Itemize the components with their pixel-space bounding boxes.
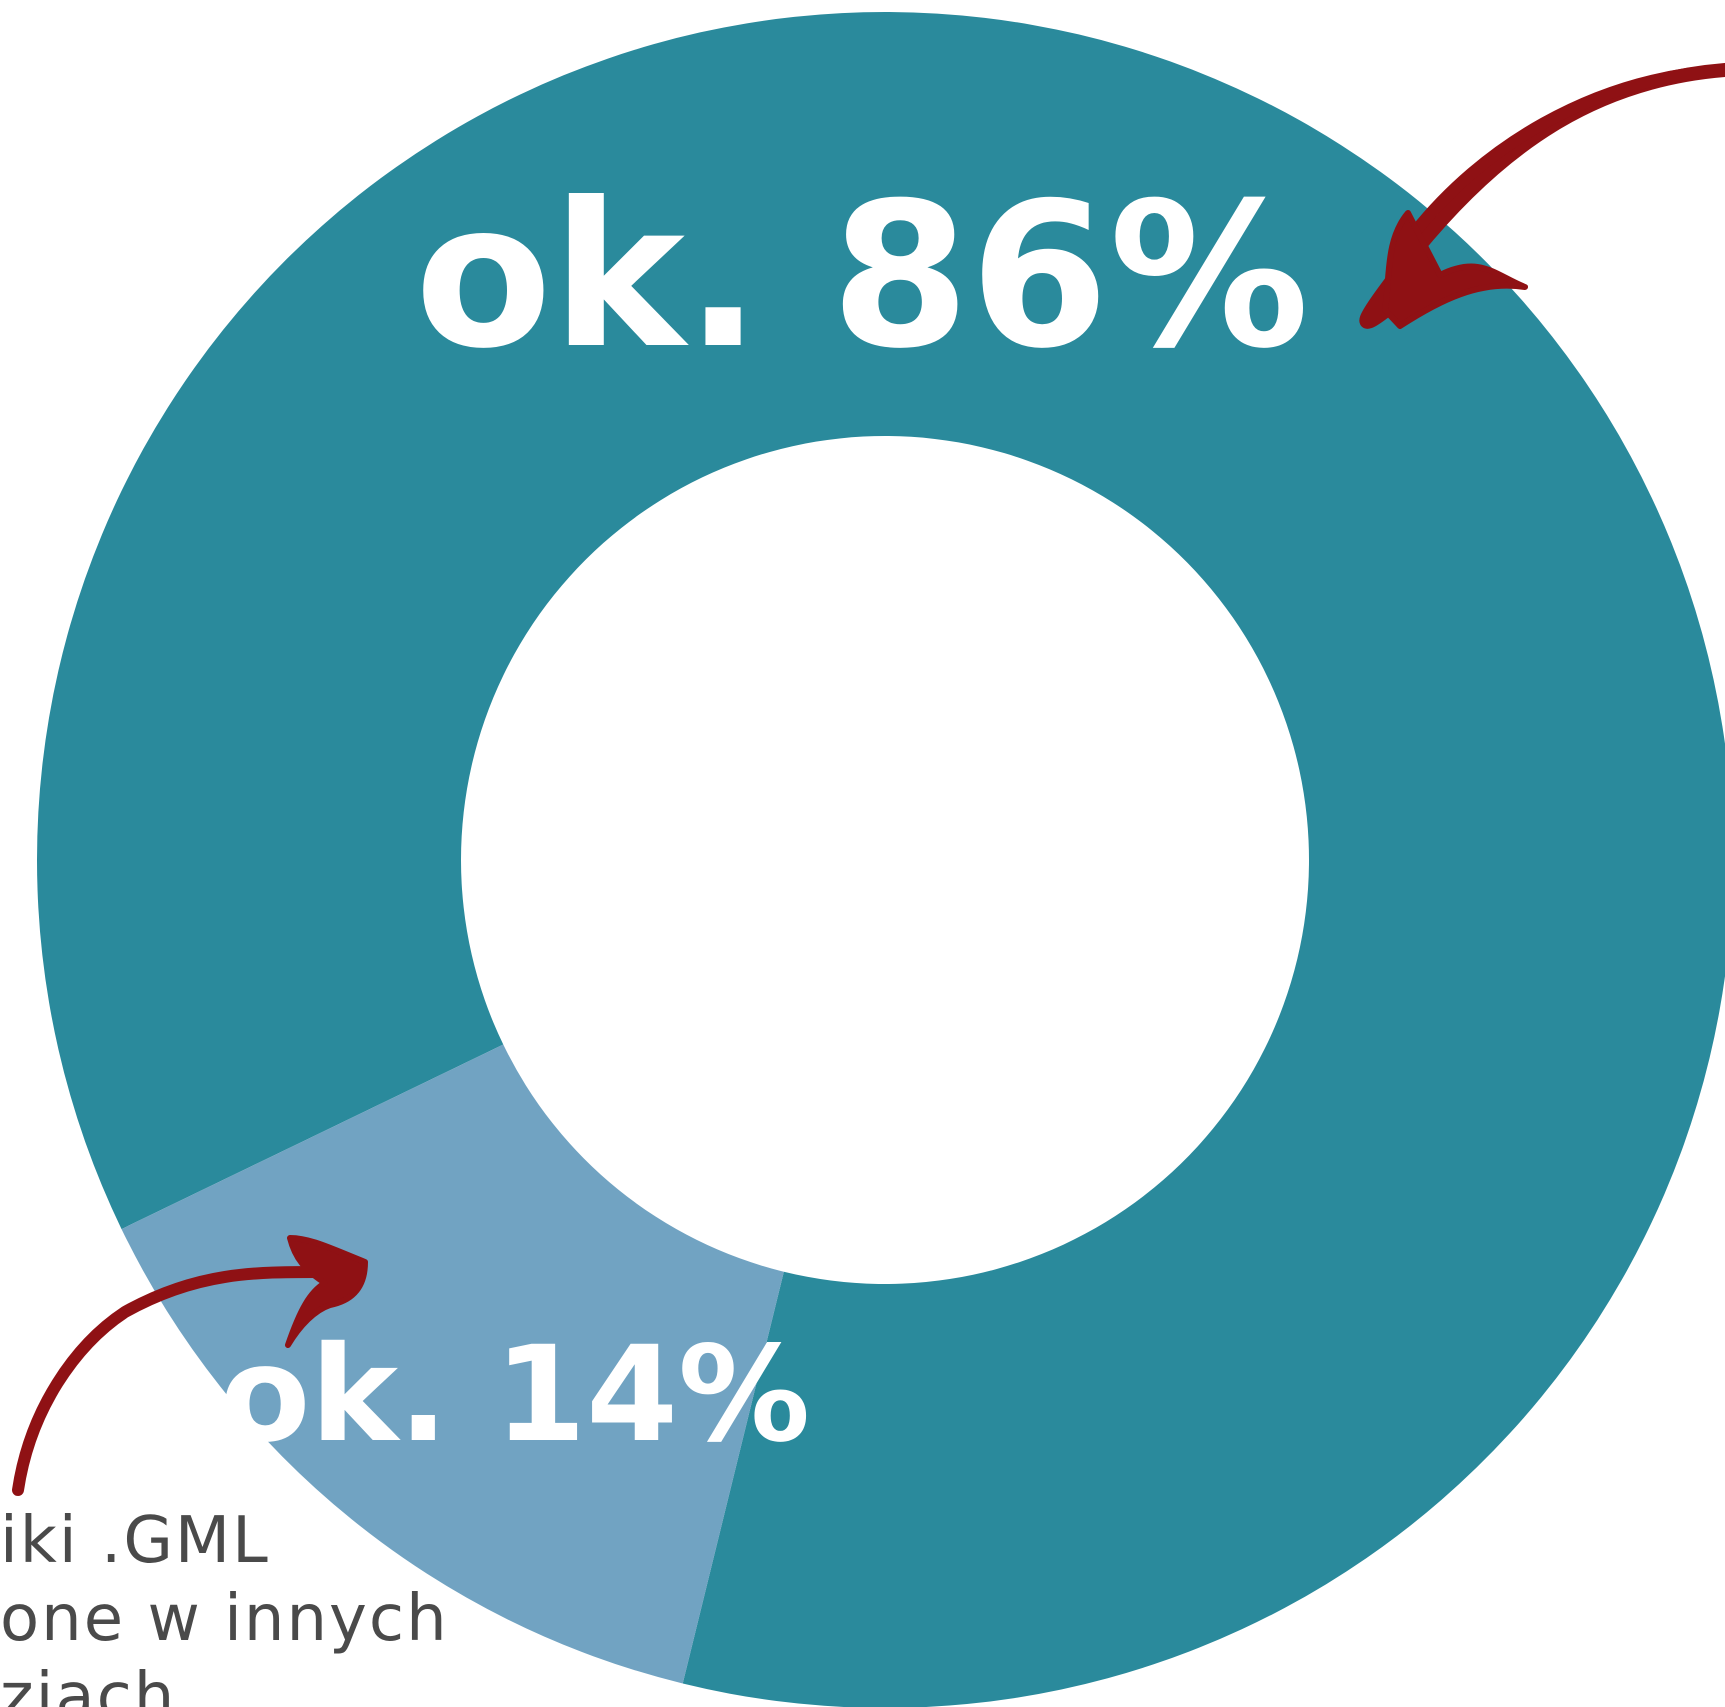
annotation-arrow-top-icon xyxy=(1359,63,1725,329)
slice-14-percent xyxy=(121,1044,784,1684)
annotation-arrow-bottom-icon xyxy=(12,1235,368,1496)
slice-label-14: ok. 14% xyxy=(220,1318,811,1472)
slice-86-percent xyxy=(37,12,1725,1707)
caption-line-1: iki .GML xyxy=(0,1504,270,1578)
caption-line-3: ziach xyxy=(0,1660,176,1707)
slice-label-86: ok. 86% xyxy=(415,160,1310,393)
caption-line-2: one w innych xyxy=(0,1582,449,1656)
